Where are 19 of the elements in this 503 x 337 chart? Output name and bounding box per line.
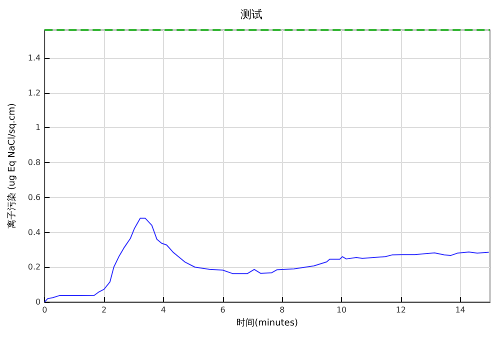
x-tick-label: 0 — [42, 306, 48, 314]
y-tick-label: 1 — [36, 123, 41, 132]
y-tick-label: 1.4 — [28, 53, 41, 62]
x-axis-title: 时间(minutes) — [236, 317, 298, 328]
x-tick-label: 4 — [160, 306, 166, 314]
y-tick-label: 0.2 — [28, 262, 41, 272]
y-tick-label: 1.2 — [28, 88, 41, 98]
x-tick-label: 10 — [336, 306, 347, 314]
y-tick-label: 0.6 — [28, 192, 41, 202]
y-axis-title: 离子污染 (ug Eq NaCl/sq.cm) — [6, 103, 18, 229]
y-tick-label: 0 — [36, 298, 41, 306]
x-tick-label: 8 — [280, 306, 285, 314]
y-tick-label: 0.8 — [28, 158, 41, 168]
x-tick-label: 2 — [101, 306, 107, 314]
x-tick-label: 12 — [396, 306, 406, 314]
x-tick-label: 6 — [220, 306, 226, 314]
y-tick-label: 0.4 — [28, 228, 41, 237]
chart-title: 测试 — [240, 8, 262, 21]
x-tick-label: 14 — [455, 306, 466, 314]
